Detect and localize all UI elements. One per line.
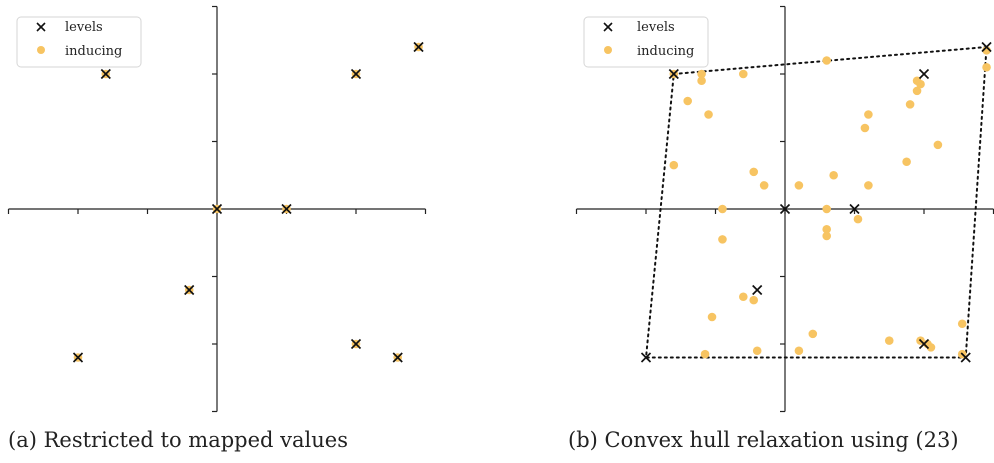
level-point <box>281 203 292 215</box>
inducing-point <box>884 336 894 345</box>
inducing-point <box>697 69 706 79</box>
level-point <box>350 68 362 80</box>
inducing-point <box>669 160 679 170</box>
inducing-point <box>739 69 748 79</box>
inducing-point <box>853 214 863 224</box>
inducing-point <box>707 312 717 322</box>
legend-box <box>583 16 709 68</box>
level-point <box>100 68 111 80</box>
legend-levels-label: levels <box>637 20 675 35</box>
level-point <box>211 203 223 215</box>
level-point <box>752 284 763 296</box>
plot-area <box>575 5 994 413</box>
inducing-point <box>822 56 831 65</box>
inducing-point <box>794 346 804 356</box>
level-point <box>640 352 652 363</box>
inducing-point <box>822 224 831 234</box>
inducing-point <box>704 110 713 119</box>
level-point <box>72 352 84 363</box>
level-point <box>668 68 679 80</box>
level-point <box>413 41 424 53</box>
legend-inducing-marker <box>604 46 612 54</box>
caption-a: (a) Restricted to mapped values <box>8 428 348 452</box>
inducing-point <box>683 96 692 106</box>
inducing-point <box>933 140 943 150</box>
level-point <box>779 203 791 215</box>
inducing-point <box>829 170 838 180</box>
legend-inducing-label: inducing <box>65 44 122 59</box>
panel-a: levels inducing <box>7 5 427 413</box>
inducing-point <box>808 329 818 339</box>
level-point <box>350 338 362 350</box>
level-point <box>392 352 403 363</box>
panel-b: levels inducing <box>575 5 994 413</box>
inducing-point <box>926 343 936 352</box>
level-point <box>981 41 992 53</box>
inducing-point <box>982 62 991 72</box>
level-point <box>849 203 860 215</box>
inducing-point <box>739 292 748 302</box>
caption-b: (b) Convex hull relaxation using (23) <box>568 428 959 452</box>
inducing-point <box>718 204 727 214</box>
legend-inducing-label: inducing <box>637 44 694 59</box>
inducing-point <box>718 235 727 244</box>
inducing-point <box>864 110 873 119</box>
inducing-point <box>822 231 831 241</box>
legend-levels-label: levels <box>65 20 103 35</box>
level-point <box>918 68 930 80</box>
level-point <box>184 284 195 296</box>
inducing-point <box>822 204 831 214</box>
inducing-point <box>749 295 759 305</box>
legend-levels-marker <box>603 22 613 32</box>
inducing-point <box>697 76 706 86</box>
legend-levels-marker <box>36 22 46 32</box>
inducing-point <box>700 349 710 359</box>
inducing-point <box>905 100 915 109</box>
legend-box <box>16 16 142 68</box>
inducing-point <box>794 181 804 190</box>
inducing-point <box>912 86 922 96</box>
inducing-point <box>916 79 925 89</box>
level-point <box>918 338 930 350</box>
inducing-point <box>752 346 762 356</box>
inducing-point <box>860 123 870 133</box>
level-point <box>960 352 971 363</box>
inducing-point <box>902 157 911 167</box>
inducing-point <box>759 181 769 190</box>
inducing-point <box>749 167 759 177</box>
plot-area <box>7 5 427 413</box>
inducing-point <box>864 181 873 190</box>
inducing-point <box>957 319 967 329</box>
hull-line <box>644 45 988 359</box>
legend-inducing-marker <box>37 46 45 54</box>
